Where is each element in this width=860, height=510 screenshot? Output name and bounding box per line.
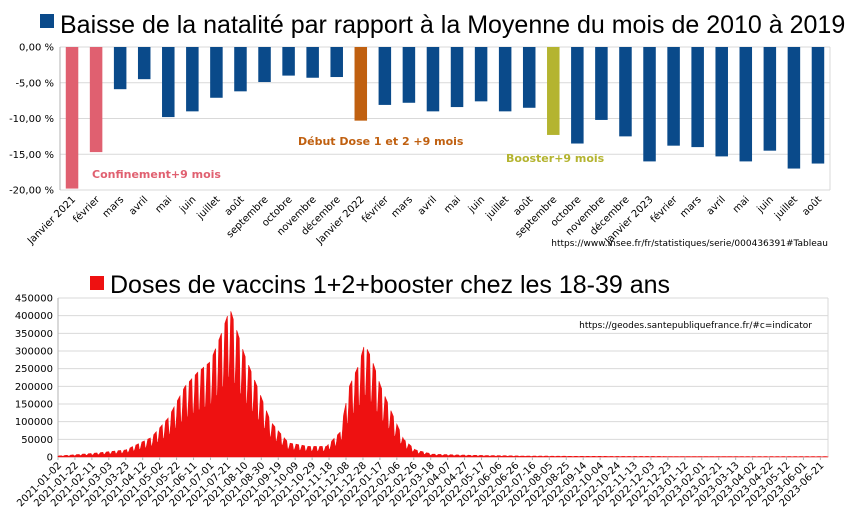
natality-x-tick-label: mars <box>678 194 704 220</box>
natality-x-tick-label: Janvier 2021 <box>25 194 78 247</box>
natality-bar <box>89 47 103 153</box>
natality-x-tick-label: mars <box>389 194 415 220</box>
vaccine-y-tick-label: 200000 <box>15 382 53 393</box>
natality-bar <box>691 47 704 148</box>
natality-x-tick-label: juillet <box>195 194 223 222</box>
natality-legend-swatch <box>40 14 54 28</box>
natality-bar <box>595 47 608 120</box>
vaccine-y-tick-label: 100000 <box>15 417 53 428</box>
natality-bar <box>65 47 79 189</box>
natality-bar <box>306 47 319 78</box>
natality-annotation: Booster+9 mois <box>506 152 605 165</box>
natality-source-link[interactable]: https://www.insee.fr/fr/statistiques/ser… <box>551 239 828 249</box>
natality-x-tick-label: août <box>800 194 824 218</box>
vaccine-source-link[interactable]: https://geodes.santepubliquefrance.fr/#c… <box>579 321 812 331</box>
natality-bar <box>282 47 295 76</box>
natality-x-tick-label: juillet <box>772 194 800 222</box>
vaccine-y-tick-label: 150000 <box>15 400 53 411</box>
natality-bar <box>426 47 440 112</box>
natality-bar <box>378 47 392 105</box>
natality-y-tick-label: -10,00 % <box>9 114 54 125</box>
natality-annotation: Confinement+9 mois <box>92 168 221 181</box>
natality-bar <box>571 47 584 144</box>
natality-x-tick-label: février <box>359 193 391 225</box>
natality-x-tick-label: avril <box>127 194 150 217</box>
natality-bar <box>643 47 656 162</box>
natality-x-tick-label: mars <box>101 194 127 220</box>
natality-annotations: Confinement+9 mois Début Dose 1 et 2 +9 m… <box>92 135 605 181</box>
natality-y-tick-label: 0,00 % <box>19 43 54 54</box>
natality-bar <box>330 47 343 78</box>
natality-x-tick-label: février <box>71 193 103 225</box>
vaccine-y-tick-label: 450000 <box>15 294 53 305</box>
natality-bar <box>811 47 825 164</box>
natality-chart: Baisse de la natalité par rapport à la M… <box>9 11 845 249</box>
vaccine-y-tick-label: 400000 <box>15 311 53 322</box>
natality-bar <box>234 47 247 92</box>
natality-bar <box>137 47 151 80</box>
vaccine-legend-swatch <box>90 276 104 290</box>
natality-y-tick-label: -20,00 % <box>9 186 54 197</box>
natality-x-tick-label: mai <box>731 194 752 215</box>
natality-bar <box>474 47 488 102</box>
natality-bar <box>547 47 560 135</box>
natality-bar <box>450 47 464 108</box>
natality-bar <box>258 47 271 83</box>
vaccine-y-tick-label: 300000 <box>15 347 53 358</box>
natality-bar <box>787 47 801 169</box>
natality-y-tick-label: -5,00 % <box>15 78 54 89</box>
vaccine-x-axis: 2021-01-022021-01-222021-02-112021-03-03… <box>15 457 826 509</box>
natality-bar <box>402 47 416 103</box>
natality-bar <box>739 47 753 162</box>
natality-bar <box>619 47 632 137</box>
natality-y-axis: 0,00 % -5,00 % -10,00 % -15,00 % -20,00 % <box>9 43 54 197</box>
vaccine-y-axis: 450000 400000 350000 300000 250000 200000 1500… <box>15 294 53 464</box>
vaccine-chart: Doses de vaccins 1+2+booster chez les 18… <box>15 271 829 509</box>
natality-bar <box>522 47 536 108</box>
natality-bar <box>667 47 680 146</box>
natality-bar <box>113 47 127 90</box>
vaccine-y-tick-label: 350000 <box>15 329 53 340</box>
natality-chart-title: Baisse de la natalité par rapport à la M… <box>60 11 845 39</box>
natality-x-tick-label: mai <box>442 194 463 215</box>
natality-x-tick-label: avril <box>705 194 728 217</box>
vaccine-doses-area <box>57 311 829 458</box>
natality-bar <box>498 47 512 112</box>
natality-y-tick-label: -15,00 % <box>9 150 54 161</box>
natality-bar <box>763 47 777 151</box>
natality-annotation: Début Dose 1 et 2 +9 mois <box>298 135 464 148</box>
vaccine-chart-title: Doses de vaccins 1+2+booster chez les 18… <box>110 271 670 299</box>
natality-bar <box>162 47 175 118</box>
natality-bars <box>65 47 825 189</box>
natality-x-tick-label: juillet <box>483 194 511 222</box>
natality-bar <box>354 47 368 121</box>
natality-bar <box>715 47 728 157</box>
natality-bar <box>210 47 223 98</box>
natality-bar <box>186 47 199 112</box>
vaccine-y-tick-label: 0 <box>47 453 53 464</box>
natality-x-tick-label: février <box>648 193 680 225</box>
vaccine-y-tick-label: 50000 <box>21 435 53 446</box>
natality-x-tick-label: avril <box>416 194 439 217</box>
vaccine-y-tick-label: 250000 <box>15 364 53 375</box>
natality-x-tick-label: mai <box>153 194 174 215</box>
